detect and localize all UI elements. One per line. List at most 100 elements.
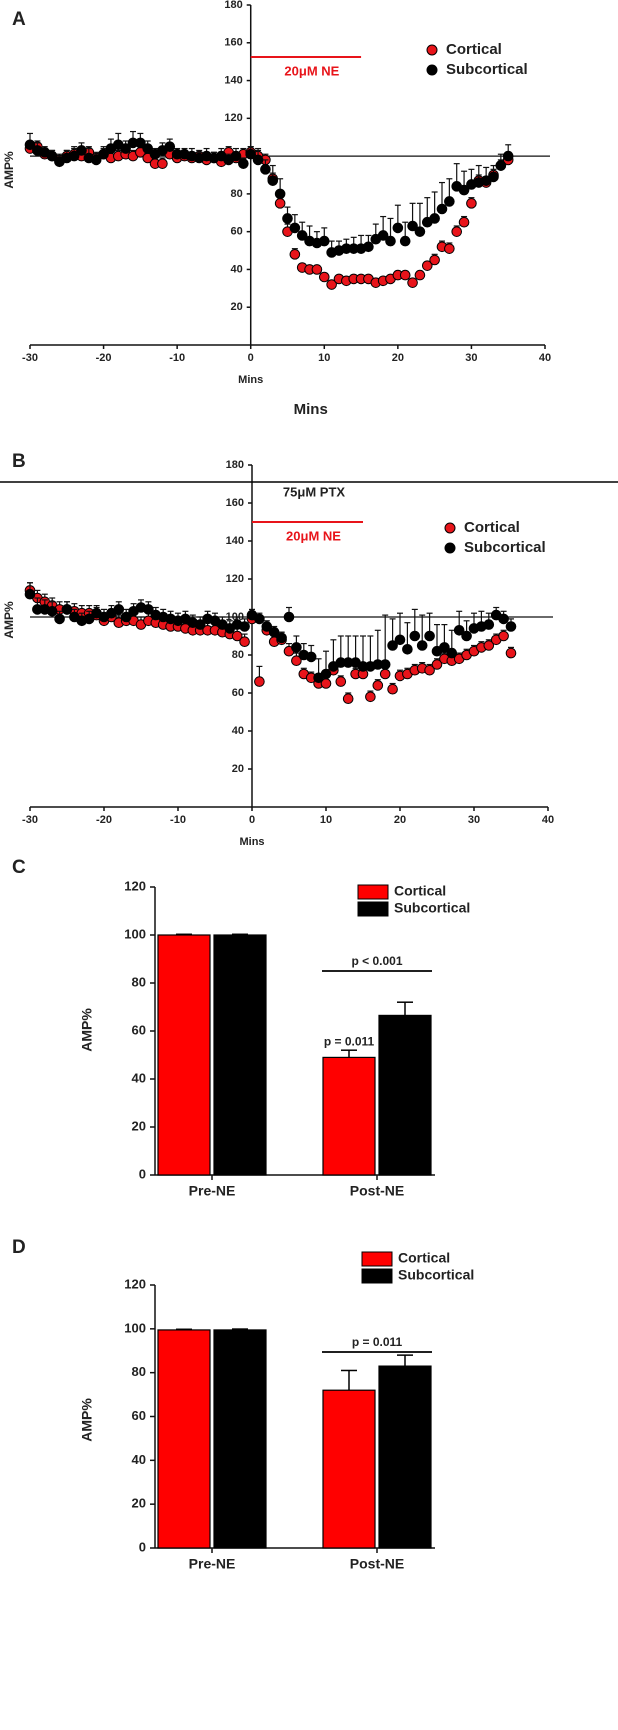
data-point <box>363 241 374 253</box>
y-tick-label: 20 <box>132 1496 146 1511</box>
data-point <box>446 647 458 659</box>
data-point <box>274 198 286 209</box>
x-tick-label: -10 <box>170 814 186 826</box>
legend-label: Cortical <box>398 1250 450 1266</box>
y-tick-label: 20 <box>230 301 242 313</box>
data-point <box>261 621 273 632</box>
data-point <box>276 632 287 644</box>
data-point <box>385 235 396 247</box>
bar-note: p = 0.011 <box>324 1034 375 1048</box>
y-tick-label: 180 <box>224 0 242 11</box>
panel-letter: A <box>12 9 26 30</box>
legend-label: Subcortical <box>398 1267 474 1283</box>
y-tick-label: 40 <box>232 725 244 737</box>
data-point <box>402 644 413 655</box>
data-point <box>254 676 265 687</box>
y-tick-label: 140 <box>224 74 242 86</box>
data-point <box>458 184 470 196</box>
data-point <box>320 668 332 680</box>
data-point <box>451 226 463 237</box>
data-point <box>483 619 495 630</box>
data-point <box>120 143 131 154</box>
data-point <box>157 158 168 169</box>
data-point <box>502 150 514 162</box>
data-point <box>239 636 250 648</box>
bar <box>157 934 211 1176</box>
data-point <box>407 277 418 288</box>
data-point <box>318 271 330 283</box>
legend-label: Subcortical <box>446 61 528 78</box>
data-point <box>164 141 176 152</box>
significance-label: p < 0.001 <box>351 954 402 968</box>
data-point <box>387 683 398 695</box>
data-point <box>274 188 286 200</box>
data-point <box>372 680 384 691</box>
legend-label: Subcortical <box>464 539 546 556</box>
data-point <box>46 606 58 617</box>
data-point <box>254 613 265 625</box>
data-point <box>24 588 36 600</box>
x-tick-label: Post-NE <box>350 1556 404 1572</box>
data-point <box>399 269 411 281</box>
y-tick-label: 60 <box>132 1022 146 1037</box>
x-tick-label: -20 <box>96 352 112 364</box>
data-point <box>239 621 250 632</box>
stim-label: 20μM NE <box>284 63 339 78</box>
y-tick-label: 80 <box>232 649 244 661</box>
data-point <box>231 630 243 642</box>
panel-letter: B <box>12 451 26 472</box>
data-point <box>54 613 65 625</box>
bar <box>157 1329 211 1549</box>
data-point <box>283 611 295 623</box>
caption: Mins <box>294 401 328 418</box>
panel-letter: C <box>12 857 26 878</box>
legend-marker <box>444 542 456 554</box>
data-point <box>421 260 433 271</box>
y-tick-label: 40 <box>132 1452 146 1467</box>
data-point <box>483 640 495 651</box>
data-point <box>424 664 435 676</box>
y-tick-label: 180 <box>226 459 244 471</box>
data-point <box>289 249 301 260</box>
x-tick-label: 40 <box>539 352 551 364</box>
data-point <box>68 150 80 162</box>
y-tick-label: 0 <box>139 1166 146 1181</box>
x-tick-label: 30 <box>465 352 477 364</box>
data-point <box>120 611 132 623</box>
y-tick-label: 120 <box>124 878 146 893</box>
data-point <box>291 642 302 653</box>
data-point <box>444 196 455 207</box>
data-point <box>135 137 146 149</box>
data-point <box>83 613 95 625</box>
data-point <box>267 175 279 186</box>
y-tick-label: 40 <box>230 263 242 275</box>
data-point <box>46 150 58 162</box>
data-point <box>260 164 271 175</box>
y-tick-label: 120 <box>224 112 242 124</box>
data-point <box>365 691 376 703</box>
data-point <box>458 216 470 228</box>
data-point <box>296 230 308 241</box>
y-tick-label: 160 <box>226 497 244 509</box>
data-point <box>194 619 206 630</box>
data-point <box>488 171 499 183</box>
x-axis-label: Mins <box>238 374 263 386</box>
data-point <box>326 279 337 290</box>
data-point <box>76 145 87 156</box>
data-point <box>311 264 323 275</box>
data-point <box>113 604 125 615</box>
y-tick-label: 60 <box>232 687 244 699</box>
data-point <box>407 220 418 232</box>
x-tick-label: 20 <box>392 352 404 364</box>
y-tick-label: 140 <box>226 535 244 547</box>
y-axis-label: AMP% <box>2 601 16 639</box>
y-axis-label: AMP% <box>79 1008 95 1052</box>
legend-swatch <box>361 1268 393 1284</box>
data-point <box>268 626 280 638</box>
bar <box>378 1014 432 1176</box>
bar <box>213 934 267 1176</box>
y-tick-label: 80 <box>132 1364 146 1379</box>
x-tick-label: 30 <box>468 814 480 826</box>
x-tick-label: 0 <box>249 814 255 826</box>
y-tick-label: 100 <box>124 926 146 941</box>
